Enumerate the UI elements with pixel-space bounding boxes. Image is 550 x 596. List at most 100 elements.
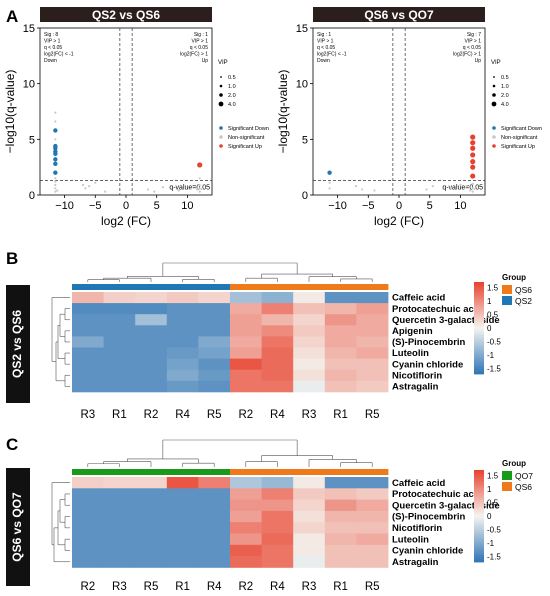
color-scale-step [474, 548, 484, 551]
heatmap-cell [293, 544, 326, 557]
heatmap-cell [356, 314, 389, 326]
heatmap-cell [324, 522, 357, 534]
nonsig-point [177, 189, 180, 192]
nonsig-point [354, 184, 358, 188]
group-legend-label: Significant Down [501, 126, 542, 132]
heatmap-cell [135, 522, 168, 534]
color-scale-step [474, 470, 484, 473]
heatmap-cell [293, 303, 326, 315]
color-scale-tick: -0.5 [487, 526, 501, 535]
side-label-c-text: QS6 vs QO7 [10, 492, 24, 562]
volcano-title: QS6 vs QO7 [364, 8, 434, 22]
heatmap-cell [324, 358, 357, 371]
color-scale-tick: 0 [487, 324, 492, 333]
side-label-b: QS2 vs QS6 [6, 285, 30, 403]
up-info-text: q < 0.05 [463, 45, 481, 51]
nonsig-point [56, 189, 59, 192]
column-label: R2 [80, 581, 95, 593]
color-scale-step [474, 360, 484, 363]
heatmap-cell [135, 336, 168, 348]
heatmap-cell [198, 510, 231, 523]
color-scale-step [474, 314, 484, 317]
row-label: Nicotiflorin [392, 370, 442, 381]
heatmap-cell [198, 292, 231, 304]
group-legend-key [492, 135, 496, 139]
color-scale-tick: -1.5 [487, 553, 501, 562]
heatmap-cell [103, 533, 136, 546]
up-info-text: log2(FC) > 1 [453, 52, 481, 58]
heatmap-cell [356, 522, 389, 534]
heatmap-cell [261, 477, 294, 489]
group-legend-label: Non-significant [501, 135, 538, 141]
row-label: Astragalin [392, 381, 439, 392]
heatmap-cell [356, 556, 389, 568]
heatmap-cell [135, 314, 168, 326]
heatmap-cell [135, 303, 168, 315]
heatmap-cell [103, 380, 136, 393]
group-annotation-cell [103, 284, 136, 290]
nonsig-point [54, 187, 57, 190]
heatmap-cell [166, 556, 199, 568]
color-scale-step [474, 495, 484, 498]
heatmap-cell [198, 358, 231, 371]
heatmap-cell [72, 499, 104, 512]
heatmap-cell [261, 325, 294, 337]
heatmap-cell [324, 499, 357, 512]
volcano-plot-qs6-vs-qo7: QS6 vs QO7 −10 −5 0 5 10 0 5 10 15 log2 (FC) −log10… [276, 7, 542, 228]
column-label: R3 [302, 409, 317, 421]
heatmap-cell [356, 544, 389, 557]
heatmap-cell [356, 292, 389, 304]
nonsig-point [88, 184, 91, 188]
heatmap-cell [356, 499, 389, 512]
heatmap-cell [324, 347, 357, 359]
color-scale-step [474, 311, 484, 315]
heatmap-cell [261, 336, 294, 348]
heatmap-cell [230, 325, 262, 337]
vip-size-key [220, 76, 222, 78]
heatmap-cell [198, 325, 231, 337]
color-scale-step [474, 305, 484, 308]
nonsig-point [471, 190, 474, 193]
vip-size-label: 0.5 [501, 75, 509, 81]
color-scale-step [474, 364, 484, 368]
vip-size-label: 2.0 [228, 93, 236, 99]
group-annotation-cell [230, 469, 262, 475]
nonsig-point [153, 190, 156, 193]
column-label: R4 [175, 409, 190, 421]
color-scale-step [474, 552, 484, 556]
heatmap-cell [293, 499, 326, 512]
sig-down-point [53, 146, 58, 151]
color-scale-step [474, 321, 484, 324]
color-scale-step [474, 472, 484, 475]
heatmap-cell [198, 544, 231, 557]
nonsig-point [328, 187, 331, 190]
color-scale-step [474, 318, 484, 322]
color-scale-step [474, 509, 484, 512]
nonsig-point [196, 188, 199, 191]
heatmap-cell [230, 477, 262, 489]
heatmap-cell [135, 533, 168, 546]
color-scale-step [474, 516, 484, 519]
down-info-text: log2(FC) < -1 [317, 52, 347, 58]
color-scale-step [474, 302, 484, 306]
heatmap-cell [103, 325, 136, 337]
color-scale-step [474, 309, 484, 313]
heatmap-cell [293, 533, 326, 546]
column-label: R4 [207, 581, 222, 593]
group-annotation-cell [72, 284, 104, 290]
group-annotation-cell [324, 469, 357, 475]
heatmap-cell [72, 380, 104, 393]
column-label: R3 [302, 581, 317, 593]
heatmap-cell [72, 510, 104, 523]
heatmap-cell [135, 510, 168, 523]
nonsig-point [54, 180, 57, 183]
group-annotation-cell [293, 284, 326, 290]
color-scale-tick: -1 [487, 351, 495, 360]
heatmap-cell [324, 380, 357, 393]
x-tick-label: 5 [427, 200, 433, 212]
color-scale-step [474, 504, 484, 508]
heatmap-cell [356, 477, 389, 489]
column-label: R5 [144, 581, 159, 593]
